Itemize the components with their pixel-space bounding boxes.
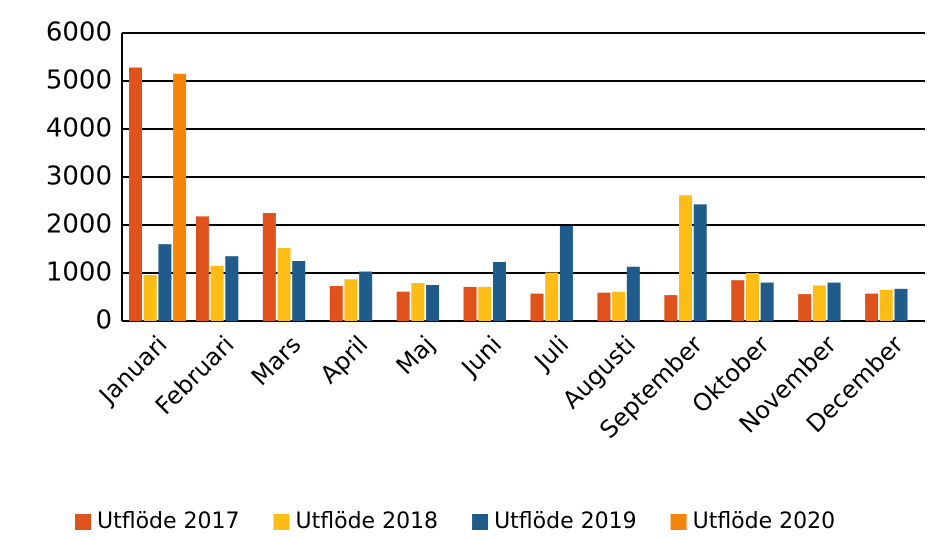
- bar: [760, 282, 774, 321]
- legend-swatch: [75, 514, 91, 530]
- bar: [731, 280, 745, 321]
- bar: [426, 285, 440, 321]
- x-tick-label: Juli: [528, 330, 574, 376]
- y-tick-label: 3000: [46, 162, 112, 192]
- bar: [173, 73, 187, 321]
- x-tick-label: Juni: [455, 330, 507, 382]
- legend-label: Utflöde 2018: [296, 509, 439, 534]
- y-tick-label: 2000: [46, 210, 112, 240]
- bar: [396, 291, 410, 321]
- bar: [492, 261, 506, 321]
- legend-swatch: [670, 514, 687, 530]
- bar: [329, 285, 343, 321]
- bar: [798, 294, 812, 321]
- bar: [597, 292, 611, 321]
- bar: [865, 293, 879, 321]
- bar: [679, 195, 693, 321]
- bar: [745, 273, 759, 321]
- bar: [545, 272, 559, 321]
- legend-label: Utflöde 2017: [97, 509, 240, 534]
- bar: [463, 286, 477, 321]
- bar: [612, 291, 626, 321]
- bar: [812, 285, 826, 321]
- y-tick-label: 1000: [46, 258, 112, 288]
- bar: [827, 282, 841, 321]
- bar: [210, 265, 224, 321]
- bar: [143, 274, 157, 321]
- bar: [344, 279, 358, 321]
- bar: [292, 261, 306, 321]
- bar: [411, 283, 425, 321]
- bar: [262, 213, 276, 321]
- bar: [879, 289, 893, 321]
- y-tick-label: 6000: [46, 18, 112, 48]
- bar: [195, 216, 209, 321]
- bar: [626, 266, 640, 321]
- legend-label: Utflöde 2019: [494, 509, 637, 534]
- x-tick-label: April: [315, 330, 374, 389]
- bar: [664, 295, 678, 321]
- bar: [225, 256, 239, 321]
- bar: [559, 225, 573, 321]
- legend-swatch: [472, 514, 489, 530]
- y-tick-label: 0: [95, 306, 112, 336]
- bar: [478, 286, 492, 321]
- bar: [359, 271, 373, 321]
- x-tick-label: Maj: [391, 330, 441, 380]
- legend-label: Utflöde 2020: [693, 509, 836, 534]
- y-tick-label: 5000: [46, 66, 112, 96]
- x-tick-label: Mars: [246, 330, 307, 391]
- bar: [894, 288, 908, 321]
- bar: [129, 67, 142, 321]
- bar: [530, 293, 544, 321]
- bar: [158, 244, 172, 321]
- legend-swatch: [273, 514, 290, 530]
- bar: [277, 248, 291, 321]
- y-tick-label: 4000: [46, 114, 112, 144]
- bar: [693, 204, 707, 321]
